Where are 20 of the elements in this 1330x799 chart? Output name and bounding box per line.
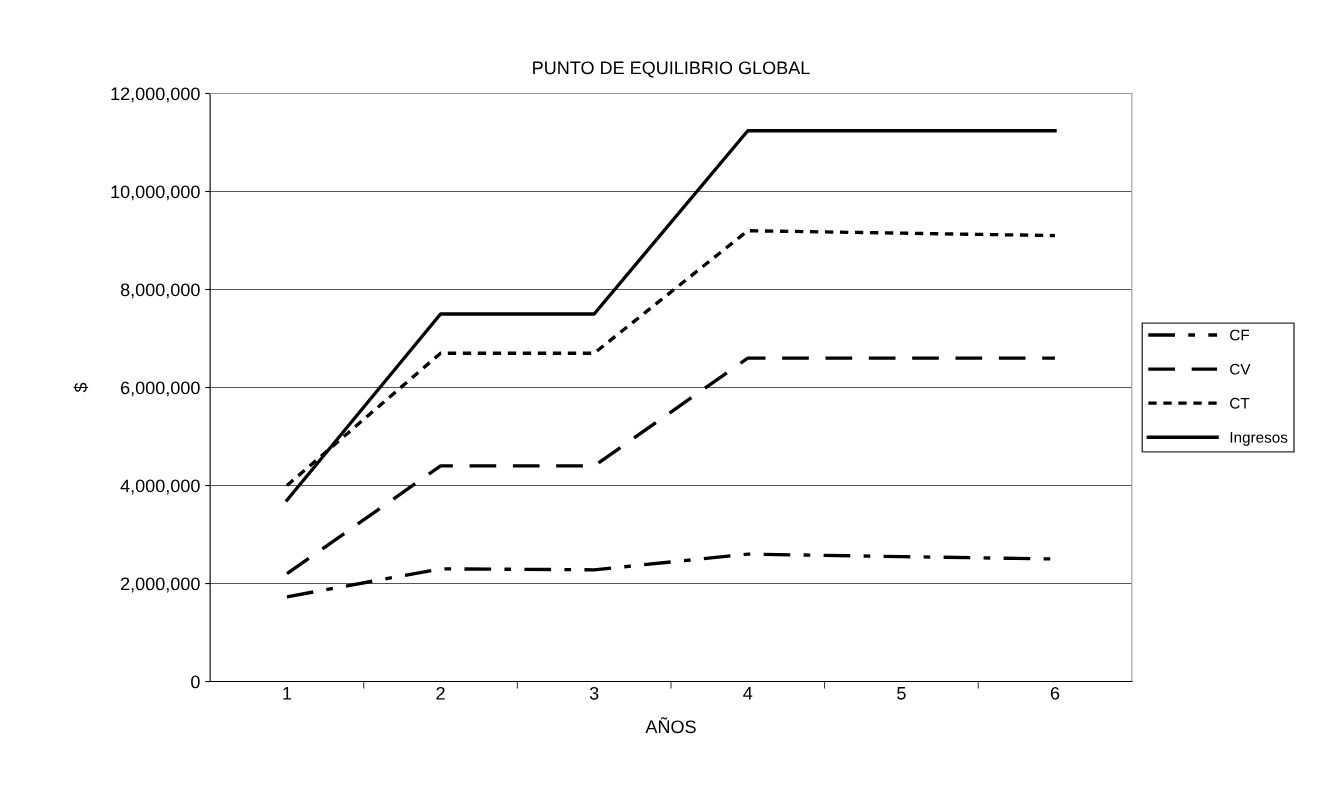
x-tick-label: 6 bbox=[1050, 686, 1060, 700]
legend-label: Ingresos bbox=[1230, 432, 1288, 446]
x-tick-label: 4 bbox=[743, 687, 753, 700]
legend-label: CF bbox=[1230, 329, 1250, 341]
x-tick-label: 2 bbox=[436, 686, 445, 700]
legend-label: CT bbox=[1230, 397, 1250, 409]
legend-label: CV bbox=[1230, 363, 1251, 375]
y-tick-label: 8,000,000 bbox=[120, 283, 200, 299]
y-tick-label: 6,000,000 bbox=[121, 381, 200, 397]
y-tick-label: 12,000,000 bbox=[111, 87, 200, 103]
x-tick-label: 1 bbox=[283, 687, 292, 700]
y-tick-label: 0 bbox=[191, 675, 200, 689]
y-tick-label: 10,000,000 bbox=[111, 185, 200, 201]
y-axis-title: $ bbox=[73, 382, 89, 393]
x-tick-label: 3 bbox=[589, 686, 599, 700]
y-tick-label: 2,000,000 bbox=[121, 577, 200, 593]
x-axis-title: AÑOS bbox=[645, 717, 696, 734]
x-tick-label: 5 bbox=[897, 687, 906, 700]
chart-title: PUNTO DE EQUILIBRIO GLOBAL bbox=[533, 61, 810, 78]
y-tick-label: 4,000,000 bbox=[120, 479, 200, 495]
